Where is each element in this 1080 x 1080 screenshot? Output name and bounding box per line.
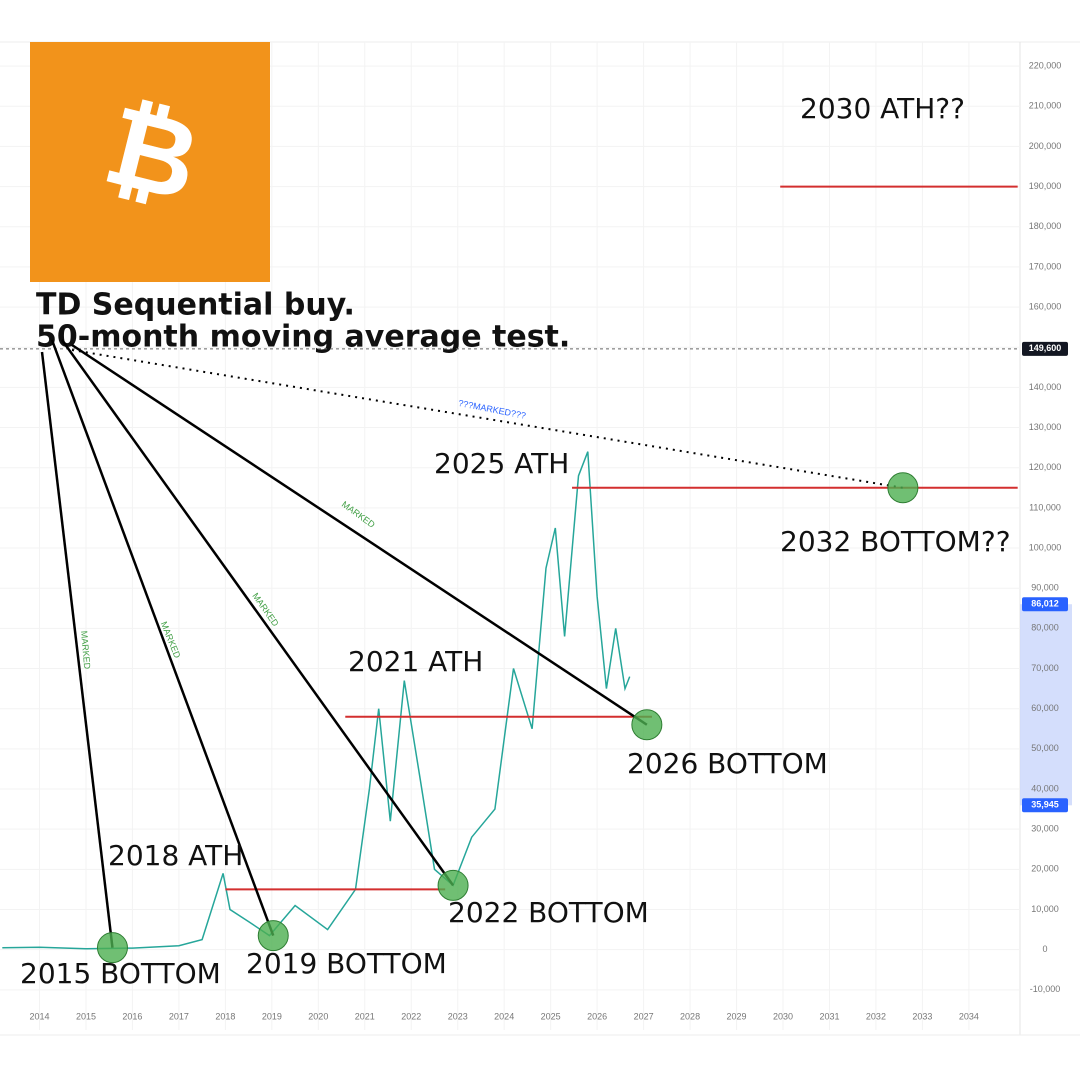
price-tag-label: 86,012 bbox=[1031, 599, 1059, 609]
price-line-series bbox=[2, 451, 631, 950]
x-tick-label: 2021 bbox=[355, 1011, 375, 1021]
annotation: 2030 ATH?? bbox=[800, 92, 965, 125]
y-tick-label: 140,000 bbox=[1029, 382, 1062, 392]
annotation: 2022 BOTTOM bbox=[448, 896, 649, 929]
line-label: MARKED bbox=[79, 630, 92, 670]
range-band bbox=[1020, 604, 1072, 806]
x-tick-label: 2034 bbox=[959, 1011, 979, 1021]
x-tick-label: 2032 bbox=[866, 1011, 886, 1021]
trend-line bbox=[71, 343, 648, 726]
note: TD Sequential buy. bbox=[36, 288, 355, 323]
y-tick-label: 90,000 bbox=[1031, 583, 1059, 593]
x-tick-label: 2019 bbox=[262, 1011, 282, 1021]
x-tick-label: 2029 bbox=[727, 1011, 747, 1021]
y-tick-label: 70,000 bbox=[1031, 663, 1059, 673]
y-tick-label: 60,000 bbox=[1031, 703, 1059, 713]
logo-box bbox=[30, 42, 270, 282]
trend-line bbox=[50, 339, 275, 937]
price-tag-label: 149,600 bbox=[1029, 343, 1062, 353]
y-tick-label: 10,000 bbox=[1031, 904, 1059, 914]
trend-line bbox=[60, 339, 455, 887]
x-tick-label: 2016 bbox=[122, 1011, 142, 1021]
y-tick-label: 40,000 bbox=[1031, 783, 1059, 793]
annotation: 2019 BOTTOM bbox=[246, 947, 447, 980]
marker bbox=[257, 920, 289, 952]
x-tick-label: 2028 bbox=[680, 1011, 700, 1021]
x-tick-label: 2023 bbox=[448, 1011, 468, 1021]
y-tick-label: 180,000 bbox=[1029, 221, 1062, 231]
price-tag-label: 35,945 bbox=[1031, 800, 1059, 810]
y-tick-label: 210,000 bbox=[1029, 101, 1062, 111]
y-tick-label: 110,000 bbox=[1029, 502, 1061, 512]
y-tick-label: 120,000 bbox=[1029, 462, 1062, 472]
x-tick-label: 2025 bbox=[541, 1011, 561, 1021]
x-tick-label: 2014 bbox=[29, 1011, 49, 1021]
x-tick-label: 2015 bbox=[76, 1011, 96, 1021]
annotation: 2025 ATH bbox=[434, 447, 569, 480]
annotation: 2021 ATH bbox=[348, 645, 483, 678]
x-tick-label: 2027 bbox=[634, 1011, 654, 1021]
trend-line bbox=[40, 351, 114, 948]
price-tag bbox=[1022, 798, 1068, 813]
annotation: 2026 BOTTOM bbox=[627, 747, 828, 780]
price-tag bbox=[1022, 341, 1068, 356]
y-tick-label: 20,000 bbox=[1031, 864, 1059, 874]
price-tag bbox=[1022, 597, 1068, 612]
x-tick-label: 2017 bbox=[169, 1011, 189, 1021]
y-tick-label: 160,000 bbox=[1029, 301, 1062, 311]
x-tick-label: 2020 bbox=[308, 1011, 328, 1021]
y-tick-label: 50,000 bbox=[1031, 743, 1059, 753]
marker bbox=[437, 869, 469, 901]
x-tick-label: 2031 bbox=[819, 1011, 839, 1021]
x-tick-label: 2033 bbox=[912, 1011, 932, 1021]
y-tick-label: 190,000 bbox=[1029, 181, 1062, 191]
y-tick-label: 130,000 bbox=[1029, 422, 1062, 432]
y-tick-label: -10,000 bbox=[1030, 984, 1061, 994]
trend-line-dotted bbox=[71, 349, 904, 489]
annotation: 2018 ATH bbox=[108, 839, 243, 872]
marker bbox=[631, 709, 663, 741]
marker bbox=[96, 932, 128, 964]
y-tick-label: 220,000 bbox=[1029, 60, 1062, 70]
annotation: 2032 BOTTOM?? bbox=[780, 525, 1011, 558]
y-tick-label: 170,000 bbox=[1029, 261, 1062, 271]
y-tick-label: 80,000 bbox=[1031, 623, 1059, 633]
x-tick-label: 2026 bbox=[587, 1011, 607, 1021]
annotation: 2015 BOTTOM bbox=[20, 957, 221, 990]
marker bbox=[887, 472, 919, 504]
x-tick-label: 2030 bbox=[773, 1011, 793, 1021]
y-tick-label: 0 bbox=[1042, 944, 1047, 954]
y-tick-label: 30,000 bbox=[1031, 824, 1059, 834]
y-tick-label: 100,000 bbox=[1029, 542, 1062, 552]
x-tick-label: 2022 bbox=[401, 1011, 421, 1021]
y-tick-label: 200,000 bbox=[1029, 141, 1062, 151]
x-tick-label: 2018 bbox=[215, 1011, 235, 1021]
x-tick-label: 2024 bbox=[494, 1011, 514, 1021]
